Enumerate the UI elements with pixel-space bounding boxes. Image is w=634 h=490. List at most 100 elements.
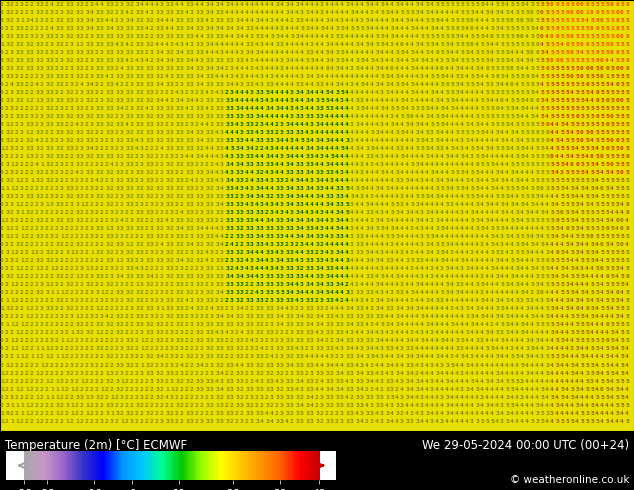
Text: 3: 3 <box>105 411 109 416</box>
Text: 4: 4 <box>580 346 584 351</box>
Text: 2: 2 <box>130 250 134 255</box>
Text: 2: 2 <box>240 250 244 255</box>
Text: 5: 5 <box>540 98 544 103</box>
Text: 4: 4 <box>600 330 604 336</box>
Text: 4: 4 <box>460 90 464 95</box>
Text: 3: 3 <box>185 274 189 279</box>
Text: 3: 3 <box>130 90 134 95</box>
Text: 4: 4 <box>350 322 354 327</box>
Text: 3: 3 <box>50 74 54 79</box>
Text: 4: 4 <box>350 274 354 279</box>
Text: 2: 2 <box>125 170 129 175</box>
Text: 3: 3 <box>20 146 24 151</box>
Text: 5: 5 <box>505 186 509 191</box>
Text: 4: 4 <box>490 306 494 311</box>
Text: 3: 3 <box>70 202 74 207</box>
Text: 0: 0 <box>600 18 604 23</box>
Text: 4: 4 <box>510 363 514 368</box>
Text: 4: 4 <box>295 98 299 103</box>
Text: 4: 4 <box>135 138 139 143</box>
Text: 3: 3 <box>0 346 4 351</box>
Text: 5: 5 <box>520 146 524 151</box>
Text: 3: 3 <box>295 90 299 95</box>
Text: 5: 5 <box>510 186 514 191</box>
Text: 3: 3 <box>80 106 84 111</box>
Text: 5: 5 <box>440 186 444 191</box>
Text: 3: 3 <box>55 42 59 47</box>
Text: 4: 4 <box>160 18 164 23</box>
Text: 3: 3 <box>270 130 274 135</box>
Text: 4: 4 <box>475 315 479 319</box>
Text: 3: 3 <box>300 370 304 375</box>
Text: 5: 5 <box>500 146 504 151</box>
Text: 4: 4 <box>595 162 599 167</box>
Text: 2: 2 <box>40 154 44 159</box>
Text: 3: 3 <box>145 154 149 159</box>
Text: 5: 5 <box>625 418 629 424</box>
Text: 3: 3 <box>135 306 139 311</box>
Text: 3: 3 <box>210 370 214 375</box>
Text: 4: 4 <box>465 154 469 159</box>
Text: 3: 3 <box>35 58 39 63</box>
Text: 5: 5 <box>615 298 619 303</box>
Text: 5: 5 <box>515 154 519 159</box>
Text: 4: 4 <box>140 1 144 6</box>
Text: 2: 2 <box>240 298 244 303</box>
Text: 2: 2 <box>170 250 174 255</box>
Text: 4: 4 <box>510 266 514 271</box>
Text: 2: 2 <box>330 403 334 408</box>
Text: 2: 2 <box>65 387 69 392</box>
Text: 4: 4 <box>90 9 94 15</box>
Text: 5: 5 <box>545 18 549 23</box>
Text: 2: 2 <box>245 394 249 400</box>
Text: 3: 3 <box>210 330 214 336</box>
Text: 4: 4 <box>290 122 294 127</box>
Text: 2: 2 <box>135 234 139 239</box>
Text: 4: 4 <box>190 25 194 30</box>
Text: 4: 4 <box>310 218 314 223</box>
Text: 4: 4 <box>375 363 379 368</box>
Text: 2: 2 <box>0 106 4 111</box>
Text: 3: 3 <box>425 242 429 247</box>
Text: 3: 3 <box>420 210 424 215</box>
Text: 4: 4 <box>350 58 354 63</box>
Text: 5: 5 <box>500 114 504 119</box>
Text: 4: 4 <box>470 266 474 271</box>
Text: 2: 2 <box>245 282 249 287</box>
Text: 5: 5 <box>615 194 619 199</box>
Text: 4: 4 <box>350 210 354 215</box>
Text: 5: 5 <box>580 339 584 343</box>
Text: 2: 2 <box>335 418 339 424</box>
Text: 4: 4 <box>350 154 354 159</box>
Text: 3: 3 <box>500 234 504 239</box>
Text: 2: 2 <box>45 339 49 343</box>
Text: 4: 4 <box>110 25 114 30</box>
Text: 2: 2 <box>110 290 114 295</box>
Text: 3: 3 <box>210 363 214 368</box>
Text: 4: 4 <box>595 306 599 311</box>
Text: 4: 4 <box>435 282 439 287</box>
Text: 3: 3 <box>125 339 129 343</box>
Text: 5: 5 <box>450 82 454 87</box>
Text: 3: 3 <box>365 274 369 279</box>
Text: 3: 3 <box>355 387 359 392</box>
Text: 2: 2 <box>40 242 44 247</box>
Text: 5: 5 <box>425 106 429 111</box>
Text: 3: 3 <box>35 130 39 135</box>
Text: 3: 3 <box>95 106 99 111</box>
Text: 0: 0 <box>610 114 614 119</box>
Text: 5: 5 <box>500 210 504 215</box>
Text: 5: 5 <box>625 18 629 23</box>
Text: 3: 3 <box>105 194 109 199</box>
Text: 5: 5 <box>450 170 454 175</box>
Text: 4: 4 <box>365 90 369 95</box>
Text: 3: 3 <box>40 18 44 23</box>
Text: 4: 4 <box>490 258 494 263</box>
Text: 3: 3 <box>250 210 254 215</box>
Text: 3: 3 <box>20 90 24 95</box>
Text: 2: 2 <box>115 130 119 135</box>
Text: 3: 3 <box>210 106 214 111</box>
Text: 5: 5 <box>455 1 459 6</box>
Text: 3: 3 <box>105 242 109 247</box>
Text: 3: 3 <box>90 106 94 111</box>
